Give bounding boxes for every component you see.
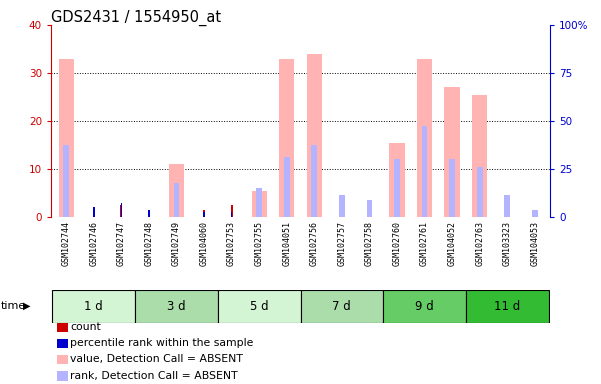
- Text: GSM104052: GSM104052: [448, 220, 457, 266]
- Text: GSM102760: GSM102760: [392, 220, 401, 266]
- Bar: [135, 290, 218, 323]
- Bar: [203, 212, 205, 217]
- Bar: [532, 210, 538, 217]
- Text: GSM102753: GSM102753: [227, 220, 236, 266]
- Bar: [383, 290, 466, 323]
- Text: GSM102756: GSM102756: [310, 220, 319, 266]
- Text: GSM102755: GSM102755: [255, 220, 264, 266]
- Bar: [367, 200, 372, 217]
- Bar: [422, 126, 427, 217]
- Text: GSM102747: GSM102747: [117, 220, 126, 266]
- Bar: [311, 145, 317, 217]
- Text: GSM104051: GSM104051: [282, 220, 291, 266]
- Text: time: time: [1, 301, 26, 311]
- Bar: [394, 159, 400, 217]
- Bar: [417, 59, 432, 217]
- Text: value, Detection Call = ABSENT: value, Detection Call = ABSENT: [70, 354, 243, 364]
- Bar: [93, 210, 95, 217]
- Bar: [148, 210, 150, 217]
- Bar: [148, 212, 150, 217]
- Text: GSM102749: GSM102749: [172, 220, 181, 266]
- Bar: [256, 188, 262, 217]
- Bar: [307, 54, 322, 217]
- Bar: [445, 88, 460, 217]
- Bar: [203, 210, 205, 217]
- Bar: [174, 184, 179, 217]
- Text: GSM102744: GSM102744: [62, 220, 71, 266]
- Text: GSM102758: GSM102758: [365, 220, 374, 266]
- Bar: [472, 94, 487, 217]
- Text: ▶: ▶: [23, 301, 30, 311]
- Text: 1 d: 1 d: [84, 300, 103, 313]
- Text: GDS2431 / 1554950_at: GDS2431 / 1554950_at: [51, 10, 221, 26]
- Bar: [59, 59, 74, 217]
- Bar: [339, 195, 345, 217]
- Text: GSM104060: GSM104060: [200, 220, 209, 266]
- Bar: [63, 145, 69, 217]
- Text: GSM102746: GSM102746: [90, 220, 99, 266]
- Text: GSM102757: GSM102757: [337, 220, 346, 266]
- Text: rank, Detection Call = ABSENT: rank, Detection Call = ABSENT: [70, 371, 238, 381]
- Text: GSM104053: GSM104053: [530, 220, 539, 266]
- Bar: [477, 167, 483, 217]
- Bar: [389, 142, 404, 217]
- Text: 11 d: 11 d: [494, 300, 520, 313]
- Bar: [252, 190, 267, 217]
- Text: GSM103323: GSM103323: [502, 220, 511, 266]
- Text: percentile rank within the sample: percentile rank within the sample: [70, 338, 254, 348]
- Bar: [231, 212, 233, 217]
- Bar: [120, 205, 123, 217]
- Bar: [121, 203, 122, 217]
- Text: GSM102761: GSM102761: [420, 220, 429, 266]
- Bar: [218, 290, 300, 323]
- Bar: [300, 290, 383, 323]
- Bar: [93, 207, 94, 217]
- Text: GSM102763: GSM102763: [475, 220, 484, 266]
- Bar: [504, 195, 510, 217]
- Text: GSM102748: GSM102748: [144, 220, 153, 266]
- Bar: [52, 290, 135, 323]
- Bar: [169, 164, 184, 217]
- Bar: [284, 157, 290, 217]
- Bar: [279, 59, 294, 217]
- Bar: [449, 159, 455, 217]
- Text: 9 d: 9 d: [415, 300, 434, 313]
- Bar: [466, 290, 549, 323]
- Text: 3 d: 3 d: [167, 300, 186, 313]
- Text: 7 d: 7 d: [332, 300, 351, 313]
- Text: 5 d: 5 d: [250, 300, 269, 313]
- Bar: [231, 205, 233, 217]
- Text: count: count: [70, 322, 101, 332]
